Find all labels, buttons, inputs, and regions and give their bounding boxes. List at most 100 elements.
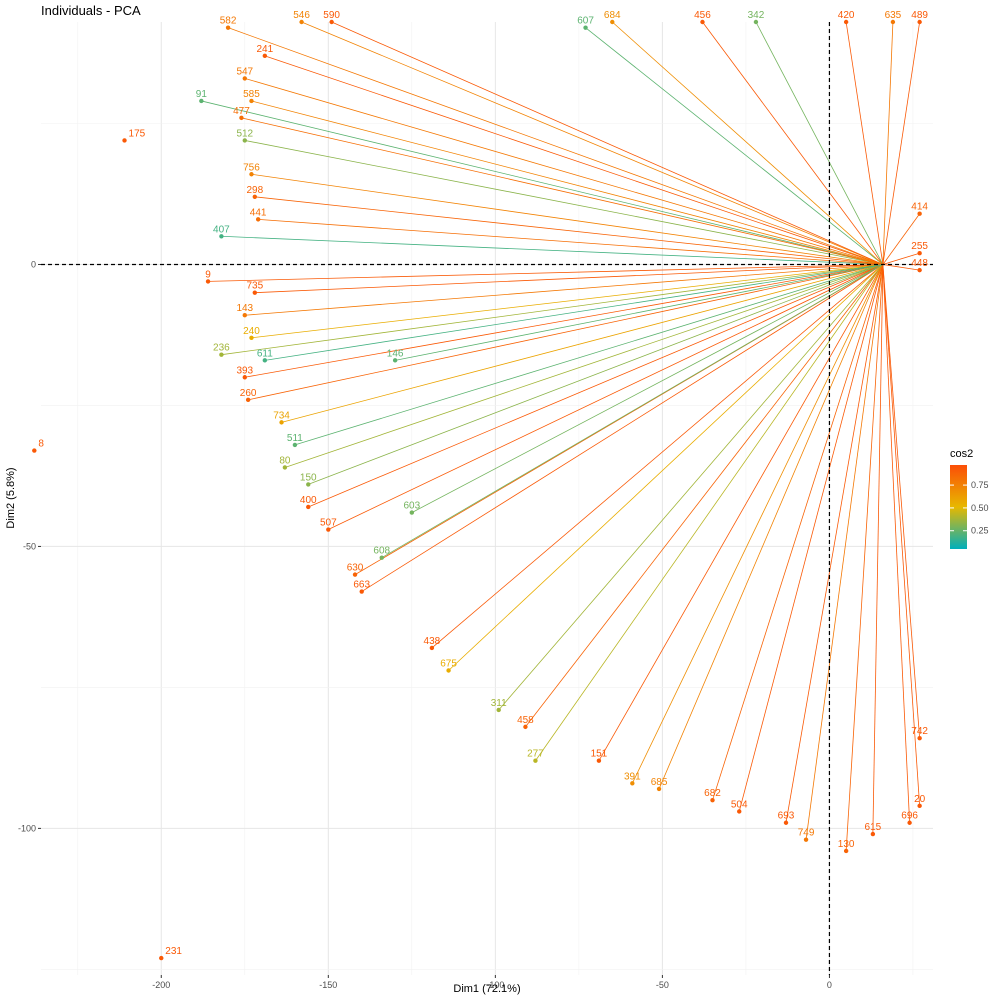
point-segment: [845, 21, 884, 265]
data-point: [326, 527, 331, 532]
data-point: [306, 482, 311, 487]
point-segment: [258, 218, 883, 265]
data-point: [219, 352, 224, 357]
point-segment: [264, 55, 884, 265]
point-segment: [221, 264, 883, 356]
point-label: 590: [323, 10, 340, 21]
point-segment: [254, 196, 883, 265]
point-segment: [201, 100, 883, 265]
data-point: [249, 335, 254, 340]
y-tick-label: 0: [31, 259, 36, 269]
data-point: [917, 251, 922, 256]
data-point: [843, 19, 849, 25]
y-tick-label: -50: [23, 541, 36, 551]
point-segment: [251, 100, 883, 265]
point-label: 582: [220, 16, 237, 27]
point-label: 151: [591, 749, 608, 760]
point-label: 438: [424, 636, 441, 647]
data-point: [446, 668, 451, 673]
point-segment: [395, 264, 883, 361]
point-segment: [498, 264, 884, 711]
data-point: [306, 504, 311, 510]
point-segment: [882, 21, 921, 265]
point-segment: [805, 264, 884, 840]
data-point: [596, 758, 602, 763]
data-point: [199, 98, 204, 104]
point-segment: [244, 264, 883, 378]
point-segment: [381, 264, 884, 559]
point-label: 91: [196, 89, 208, 100]
data-point: [917, 735, 922, 741]
data-point: [249, 172, 254, 177]
point-label: 547: [236, 66, 253, 77]
data-point: [843, 848, 849, 854]
y-axis-ticks: 0 -50 -100: [18, 259, 41, 833]
point-label: 80: [279, 455, 291, 466]
data-point: [583, 25, 588, 30]
data-point: [783, 820, 789, 825]
point-segment: [658, 264, 884, 790]
point-label: 685: [651, 777, 668, 788]
data-point: [352, 572, 358, 577]
point-label: 400: [300, 495, 317, 506]
point-label: 696: [901, 811, 918, 822]
data-point: [225, 25, 231, 30]
point-label: 684: [604, 10, 621, 21]
data-point: [249, 98, 254, 104]
point-segment: [431, 264, 884, 649]
point-label: 749: [798, 828, 815, 839]
data-point: [496, 707, 501, 713]
point-label: 742: [911, 726, 928, 737]
point-label: 146: [387, 348, 404, 359]
data-point: [700, 19, 705, 25]
point-segment: [702, 21, 884, 265]
point-label: 277: [527, 749, 544, 760]
data-point: [32, 448, 37, 453]
data-point: [242, 375, 247, 380]
point-label: 511: [287, 433, 303, 444]
data-point: [252, 194, 258, 200]
data-point: [242, 313, 247, 318]
point-segment: [208, 264, 883, 282]
point-segment: [227, 27, 884, 265]
point-segment: [301, 21, 884, 265]
data-point: [656, 786, 662, 792]
point-segment: [631, 264, 884, 784]
x-tick-label: -150: [319, 980, 337, 990]
data-point: [329, 19, 334, 25]
point-label: 507: [320, 518, 337, 529]
data-point: [245, 397, 251, 403]
point-segment: [248, 264, 883, 401]
point-label: 615: [865, 822, 882, 833]
point-label: 255: [911, 241, 928, 252]
point-label: 756: [243, 162, 260, 173]
point-label: 477: [233, 106, 250, 117]
plot-panel: 175 8 231 241 91 512 407 236 9 582 546 590 547 585 477…: [32, 10, 933, 975]
data-point: [299, 19, 304, 25]
point-segment: [328, 264, 884, 530]
data-point: [239, 115, 244, 121]
point-label: 130: [838, 839, 855, 850]
point-segment: [882, 21, 894, 265]
legend-tick-label: 0.75: [971, 480, 989, 490]
chart-title: Individuals - PCA: [41, 3, 141, 18]
data-point: [122, 138, 127, 143]
point-segment: [612, 21, 884, 265]
data-point: [907, 820, 912, 825]
data-point: [803, 837, 809, 842]
point-label: 420: [838, 10, 855, 21]
point-label: 407: [213, 224, 230, 235]
data-point: [890, 19, 896, 25]
legend-colorbar: [950, 465, 967, 549]
point-segment: [308, 264, 884, 485]
y-tick-label: -100: [18, 823, 36, 833]
point-label: 441: [250, 207, 267, 218]
point-label: 298: [246, 185, 263, 196]
point-segment: [872, 264, 884, 835]
point-segment: [882, 252, 920, 265]
point-label: 635: [885, 10, 902, 21]
point-segment: [598, 264, 884, 761]
data-point: [917, 211, 922, 216]
data-point: [533, 758, 538, 763]
point-segment: [411, 264, 884, 513]
